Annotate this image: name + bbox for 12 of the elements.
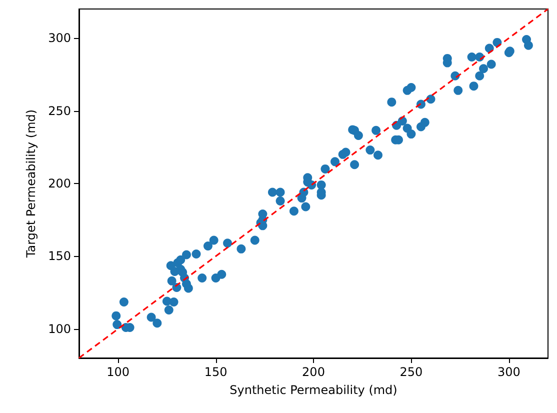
x-tick-label: 150 [204, 365, 228, 379]
x-axis-title: Synthetic Permeability (md) [230, 383, 398, 397]
y-tick-label: 100 [48, 322, 71, 336]
x-tick-label: 300 [497, 365, 520, 379]
y-tick-label: 200 [48, 176, 71, 190]
y-axis-title: Target Permeability (md) [24, 109, 38, 259]
x-tick-label: 250 [400, 365, 423, 379]
y-tick-label: 150 [48, 249, 71, 264]
y-tick-label: 300 [48, 31, 71, 46]
y-tick-label: 250 [48, 104, 71, 118]
x-tick-label: 100 [106, 365, 130, 379]
x-tick-label: 200 [302, 365, 325, 379]
